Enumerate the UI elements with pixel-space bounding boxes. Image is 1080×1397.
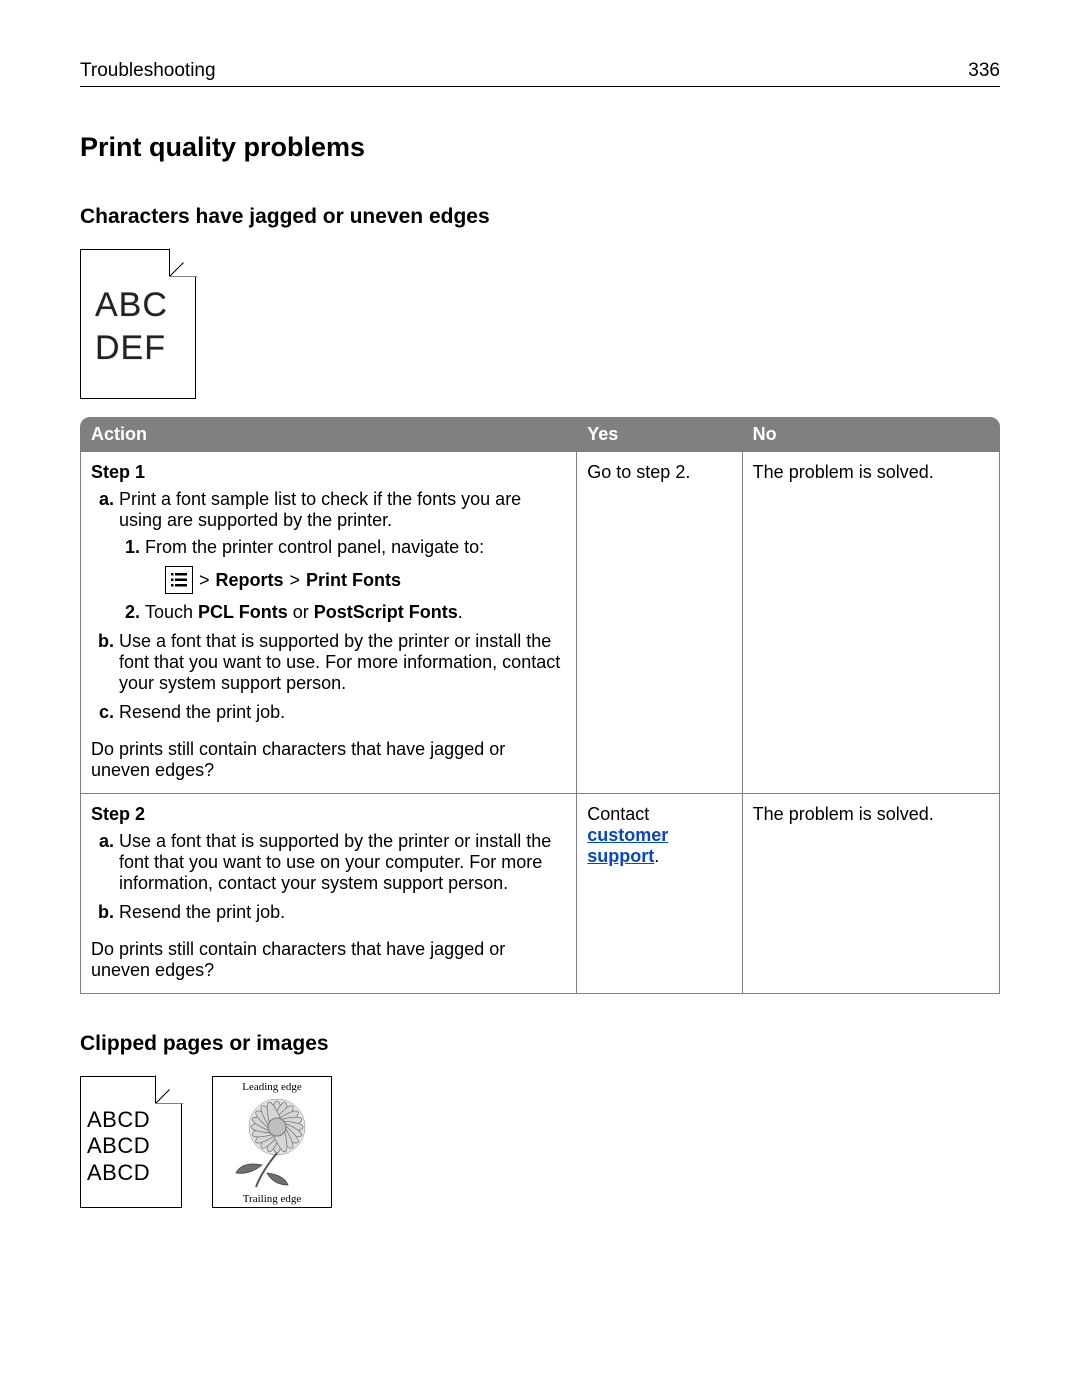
table-header-row: Action Yes No bbox=[81, 418, 1000, 452]
troubleshooting-table: Action Yes No Step 1 Print a font sample… bbox=[80, 417, 1000, 994]
nav-reports: Reports bbox=[216, 570, 284, 591]
clipped-images-row: ABCD ABCD ABCD Leading edge bbox=[80, 1076, 1000, 1208]
step2-yes-pre: Contact bbox=[587, 804, 649, 824]
menu-icon bbox=[165, 566, 193, 594]
section-heading-clipped: Clipped pages or images bbox=[80, 1032, 1000, 1056]
step2-b: Resend the print job. bbox=[119, 902, 566, 923]
page-number: 336 bbox=[968, 60, 1000, 82]
sample-jagged-page: ABC DEF bbox=[80, 249, 196, 399]
step1-b: Use a font that is supported by the prin… bbox=[119, 631, 566, 694]
sample-clip-line2: ABCD bbox=[87, 1133, 181, 1159]
step1-num2-b2: PostScript Fonts bbox=[314, 602, 458, 622]
step1-c: Resend the print job. bbox=[119, 702, 566, 723]
step2-yes-post: . bbox=[654, 846, 659, 866]
sample-clip-page: ABCD ABCD ABCD bbox=[80, 1076, 182, 1208]
sample-clip-line3: ABCD bbox=[87, 1160, 181, 1186]
nav-print-fonts: Print Fonts bbox=[306, 570, 401, 591]
nav-sep1: > bbox=[199, 570, 210, 591]
nav-breadcrumb: > Reports > Print Fonts bbox=[165, 566, 566, 594]
flower-icon bbox=[219, 1093, 325, 1193]
column-no: No bbox=[742, 418, 999, 452]
leading-edge-label: Leading edge bbox=[242, 1081, 302, 1093]
step1-num2-pre: Touch bbox=[145, 602, 198, 622]
sample-jagged-line2: DEF bbox=[95, 327, 195, 370]
page-title: Print quality problems bbox=[80, 132, 1000, 163]
nav-sep2: > bbox=[290, 570, 301, 591]
step1-no: The problem is solved. bbox=[742, 452, 999, 794]
column-action: Action bbox=[81, 418, 577, 452]
breadcrumb-section: Troubleshooting bbox=[80, 60, 216, 82]
page-fold-icon bbox=[155, 1076, 183, 1104]
column-yes: Yes bbox=[577, 418, 742, 452]
table-row-step2: Step 2 Use a font that is supported by t… bbox=[81, 794, 1000, 994]
step2-no: The problem is solved. bbox=[742, 794, 999, 994]
section-heading-jagged: Characters have jagged or uneven edges bbox=[80, 205, 1000, 229]
step1-num2-post: . bbox=[458, 602, 463, 622]
step1-num2-b1: PCL Fonts bbox=[198, 602, 288, 622]
step2-question: Do prints still contain characters that … bbox=[91, 939, 566, 981]
step1-a: Print a font sample list to check if the… bbox=[119, 489, 521, 530]
step1-title: Step 1 bbox=[91, 462, 566, 483]
step1-question: Do prints still contain characters that … bbox=[91, 739, 566, 781]
page-header: Troubleshooting 336 bbox=[80, 60, 1000, 87]
step2-title: Step 2 bbox=[91, 804, 566, 825]
sample-clip-line1: ABCD bbox=[87, 1107, 181, 1133]
table-row-step1: Step 1 Print a font sample list to check… bbox=[81, 452, 1000, 794]
step1-num1: From the printer control panel, navigate… bbox=[145, 537, 484, 557]
page-fold-icon bbox=[169, 249, 197, 277]
step2-a: Use a font that is supported by the prin… bbox=[119, 831, 566, 894]
step1-yes: Go to step 2. bbox=[577, 452, 742, 794]
trailing-edge-label: Trailing edge bbox=[243, 1193, 302, 1205]
flower-diagram: Leading edge bbox=[212, 1076, 332, 1208]
step1-num2-mid: or bbox=[288, 602, 314, 622]
sample-jagged-line1: ABC bbox=[95, 284, 195, 327]
